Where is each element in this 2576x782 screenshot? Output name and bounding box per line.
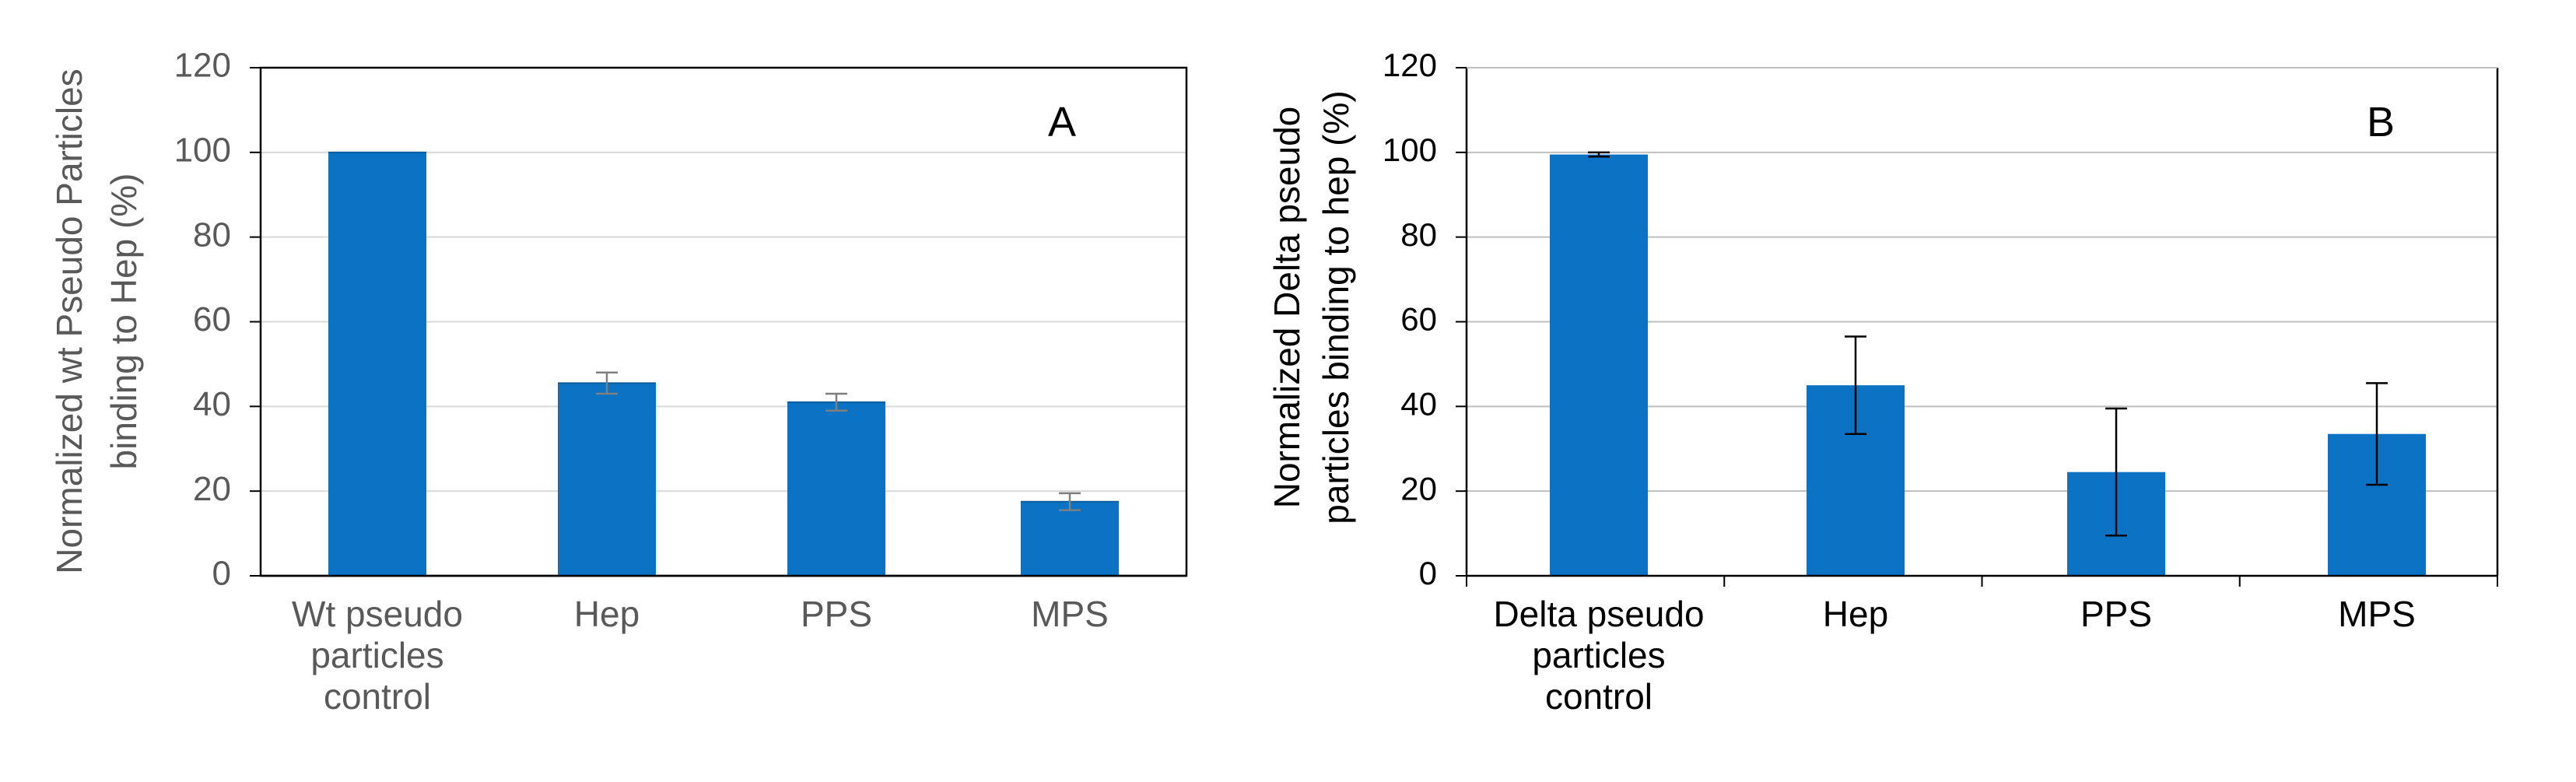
x-category-label: control [324,676,431,717]
x-category-label: MPS [1031,594,1109,634]
bar-1 [328,152,426,577]
x-category-label: Hep [1823,594,1888,634]
panel-label: B [2367,99,2395,146]
x-category-label: particles [1532,635,1665,675]
x-category-label: Hep [574,594,640,634]
y-axis-label: particles binding to hep (%) [1316,90,1356,524]
x-category-label: MPS [2338,594,2416,634]
y-tick-label: 20 [1400,470,1437,507]
chart-panel-b: 0 20 40 60 80 100 120 Delta pseudoparticlescont… [1267,47,2499,717]
y-tick-label: 40 [1400,385,1437,422]
y-tick-label: 100 [174,131,231,169]
x-category-label: Wt pseudo [292,594,463,634]
y-tick-label: 80 [193,216,231,254]
x-category-label: particles [310,635,443,675]
chart-panel-a: 0 20 40 60 80 100 120 Wt pseudoparticlescontrol… [49,47,1188,717]
bar-2 [558,383,656,576]
y-tick-label: 120 [174,47,231,85]
bar-3 [787,402,885,576]
x-category-label: control [1545,676,1652,717]
y-tick-label: 120 [1383,47,1437,83]
y-axis-label: binding to Hep (%) [103,174,144,470]
y-axis-label: Normalized Delta pseudo [1267,107,1307,509]
y-tick-label: 80 [1400,216,1437,253]
y-tick-label: 0 [212,555,231,593]
x-category-label: PPS [2080,594,2152,634]
bar-1 [1550,154,1648,576]
y-tick-label: 20 [193,470,231,508]
panel-label: A [1048,99,1076,146]
y-tick-label: 60 [193,300,231,338]
y-tick-label: 0 [1419,555,1437,591]
x-category-label: PPS [801,594,872,634]
bar-4 [1021,501,1119,576]
y-tick-label: 40 [193,385,231,423]
y-tick-label: 60 [1400,301,1437,338]
y-axis-label: Normalized wt Pseudo Particles [49,68,89,573]
x-category-label: Delta pseudo [1493,594,1704,634]
y-tick-label: 100 [1383,132,1437,168]
